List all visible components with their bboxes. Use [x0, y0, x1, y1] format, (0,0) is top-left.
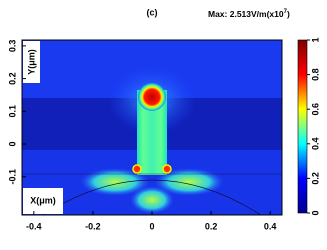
y-tick-label: 0: [7, 142, 17, 147]
max-annotation: Max: 2.513V/m(x107): [208, 9, 290, 20]
max-exponent: 7: [284, 9, 288, 15]
field-hotspot: [162, 164, 172, 174]
field-map: [22, 40, 282, 215]
colorbar-tick-label: 0.4: [310, 138, 320, 151]
x-axis-label: X(μm): [30, 195, 56, 205]
colorbar-tick-label: 0.6: [310, 103, 320, 116]
x-label-box: [23, 188, 63, 214]
x-tick-label: 0.4: [264, 221, 277, 231]
x-tick-label: -0.2: [85, 221, 101, 231]
x-tick-label: -0.4: [26, 221, 42, 231]
field-hotspot: [138, 83, 166, 111]
field-hotspot: [132, 164, 142, 174]
colorbar-tick-label: 0: [310, 210, 320, 215]
y-label-box: [23, 41, 40, 83]
field-lobe: [130, 186, 174, 214]
colorbar: [297, 39, 308, 214]
x-tick-label: 0.2: [205, 221, 218, 231]
max-label: Max: 2.513V/m(x10: [208, 9, 284, 19]
y-axis-label: Y(μm): [26, 49, 36, 75]
y-tick-label: 0.2: [7, 72, 17, 85]
colorbar-tick-label: 1: [310, 37, 320, 42]
panel-label: (c): [147, 7, 158, 17]
y-tick-label: 0.3: [7, 40, 17, 53]
y-tick-label: 0.1: [7, 105, 17, 118]
y-tick-label: -0.1: [7, 169, 17, 185]
colorbar-tick-label: 0.8: [310, 68, 320, 81]
colorbar-tick-label: 0.2: [310, 172, 320, 185]
x-tick-label: 0: [149, 221, 154, 231]
max-suffix: ): [287, 9, 290, 19]
